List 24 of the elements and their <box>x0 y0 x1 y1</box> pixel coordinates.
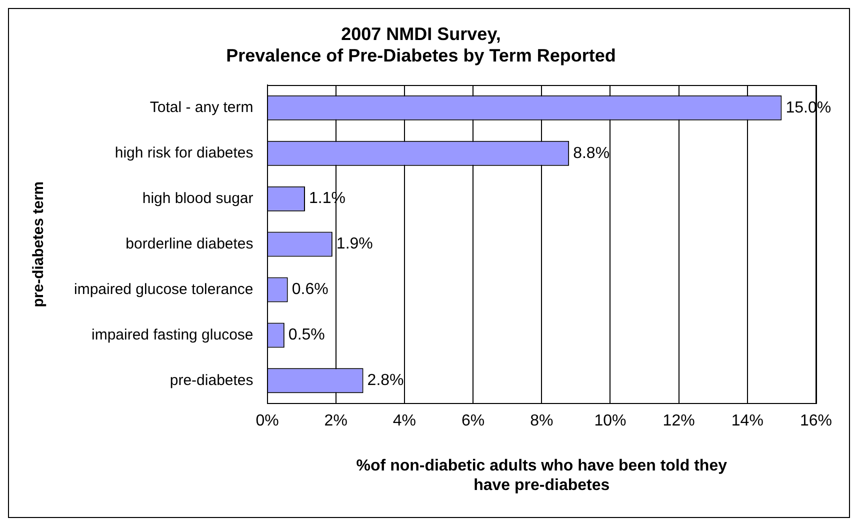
data-label: 0.5% <box>288 326 325 344</box>
x-tick-label: 10% <box>594 412 626 430</box>
data-label: 8.8% <box>573 144 610 162</box>
data-label: 0.6% <box>292 281 328 298</box>
x-tick-label: 4% <box>392 412 416 430</box>
chart-title: 2007 NMDI Survey, Prevalence of Pre-Diabetes by Term Reported <box>226 24 616 66</box>
data-label: 2.8% <box>367 372 404 390</box>
data-label: 1.9% <box>336 236 373 253</box>
x-tick-label: 6% <box>461 412 485 430</box>
y-tick-label: borderline diabetes <box>126 235 254 252</box>
x-tick-label: 14% <box>731 412 764 430</box>
y-axis-title: pre-diabetes term <box>30 181 48 308</box>
y-tick-label: impaired fasting glucose <box>92 326 254 344</box>
x-axis-title: %of non-diabetic adults who have been told they have pre-diabetes <box>356 458 728 494</box>
y-tick-label: pre-diabetes <box>170 372 254 389</box>
y-tick-label: impaired glucose tolerance <box>74 280 254 298</box>
x-tick-label: 8% <box>530 412 554 430</box>
y-tick-label: high risk for diabetes <box>114 144 254 162</box>
y-tick-label: high blood sugar <box>142 190 254 207</box>
y-tick-label: Total - any term <box>150 99 254 116</box>
x-tick-label: 0% <box>256 412 279 430</box>
x-tick-label: 16% <box>800 412 832 430</box>
x-tick-label: 2% <box>324 412 348 430</box>
x-tick-label: 12% <box>662 412 695 430</box>
